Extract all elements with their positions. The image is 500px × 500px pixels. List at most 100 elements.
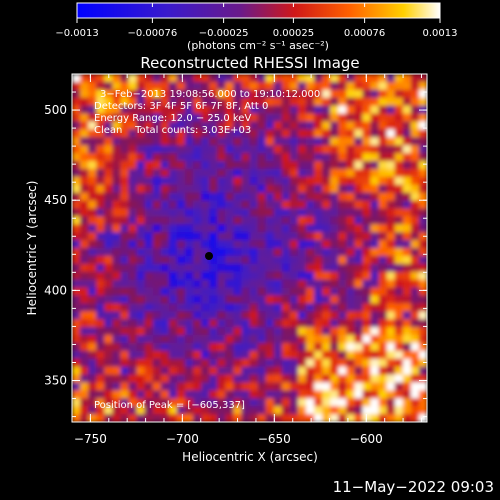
heatmap-cell [136, 89, 146, 99]
heatmap-cell [201, 224, 210, 233]
heatmap-cell [322, 74, 331, 83]
heatmap-cell [394, 335, 404, 344]
heatmap-cell [305, 414, 315, 422]
heatmap-cell [305, 176, 315, 186]
heatmap-cell [136, 327, 146, 336]
heatmap-cell [362, 161, 372, 170]
heatmap-cell [176, 240, 186, 249]
heatmap-cell [249, 89, 259, 99]
heatmap-cell [209, 192, 218, 202]
heatmap-cell [273, 398, 283, 407]
heatmap-cell [104, 311, 113, 320]
heatmap-cell [346, 208, 355, 217]
heatmap-cell [378, 311, 388, 320]
heatmap-cell [362, 350, 372, 360]
heatmap-cell [241, 303, 251, 312]
heatmap-cell [112, 279, 122, 289]
heatmap-cell [338, 271, 347, 281]
heatmap-cell [418, 113, 427, 123]
heatmap-cell [176, 366, 186, 376]
heatmap-cell [281, 342, 291, 352]
heatmap-cell [362, 248, 372, 257]
heatmap-cell [418, 208, 427, 217]
heatmap-cell [338, 382, 347, 391]
heatmap-cell [96, 287, 105, 297]
heatmap-cell [370, 97, 380, 107]
heatmap-cell [233, 240, 243, 249]
heatmap-cell [378, 105, 388, 115]
heatmap-cell [273, 161, 283, 170]
heatmap-cell [152, 153, 162, 162]
heatmap-cell [273, 350, 283, 360]
heatmap-cell [128, 295, 138, 304]
heatmap-cell [120, 161, 130, 170]
heatmap-cell [217, 342, 226, 352]
heatmap-cell [314, 168, 323, 178]
heatmap-cell [241, 200, 251, 210]
heatmap-cell [88, 366, 97, 376]
heatmap-cell [72, 382, 81, 391]
heatmap-cell [217, 366, 226, 376]
heatmap-cell [402, 406, 412, 415]
heatmap-cell [249, 200, 259, 210]
heatmap-cell [394, 311, 404, 320]
heatmap-cell [338, 216, 347, 225]
heatmap-cell [160, 263, 170, 273]
heatmap-cell [249, 105, 259, 115]
heatmap-cell [273, 271, 283, 281]
heatmap-cell [386, 216, 396, 225]
heatmap-cell [362, 358, 372, 368]
heatmap-cell [152, 200, 162, 210]
heatmap-cell [225, 374, 234, 384]
heatmap-cell [201, 366, 210, 376]
heatmap-cell [104, 105, 113, 115]
heatmap-cell [370, 382, 380, 391]
heatmap-cell [136, 145, 146, 154]
heatmap-cell [386, 200, 396, 210]
heatmap-cell [297, 168, 307, 178]
heatmap-cell [160, 327, 170, 336]
heatmap-cell [136, 319, 146, 328]
heatmap-cell [402, 121, 412, 130]
heatmap-cell [152, 279, 162, 289]
heatmap-cell [370, 74, 380, 83]
heatmap-cell [354, 176, 364, 186]
heatmap-cell [418, 74, 427, 83]
heatmap-cell [80, 232, 89, 241]
heatmap-cell [289, 342, 299, 352]
heatmap-cell [346, 303, 355, 312]
heatmap-cell [152, 350, 162, 360]
heatmap-cell [120, 232, 130, 241]
heatmap-cell [225, 74, 234, 83]
heatmap-cell [120, 121, 130, 130]
heatmap-cell [346, 279, 355, 289]
heatmap-cell [346, 295, 355, 304]
heatmap-cell [72, 255, 81, 265]
heatmap-cell [330, 287, 339, 297]
heatmap-cell [144, 382, 154, 391]
heatmap-cell [120, 105, 130, 115]
heatmap-cell [96, 335, 105, 344]
heatmap-cell [322, 406, 331, 415]
heatmap-cell [297, 335, 307, 344]
heatmap-cell [144, 153, 154, 162]
heatmap-cell [80, 335, 89, 344]
heatmap-cell [128, 382, 138, 391]
heatmap-cell [346, 248, 355, 257]
heatmap-cell [354, 350, 364, 360]
heatmap-cell [273, 342, 283, 352]
heatmap-cell [168, 105, 178, 115]
heatmap-cell [209, 271, 218, 281]
colorbar-tick-label: −0.00076 [128, 28, 178, 39]
heatmap-cell [88, 358, 97, 368]
heatmap-cell [233, 129, 243, 138]
heatmap-cell [289, 414, 299, 422]
heatmap-cell [193, 145, 202, 154]
heatmap-cell [88, 113, 97, 123]
heatmap-cell [72, 406, 81, 415]
heatmap-cell [241, 255, 251, 265]
heatmap-cell [72, 145, 81, 154]
heatmap-cell [201, 414, 210, 422]
heatmap-cell [322, 382, 331, 391]
heatmap-cell [72, 121, 81, 130]
